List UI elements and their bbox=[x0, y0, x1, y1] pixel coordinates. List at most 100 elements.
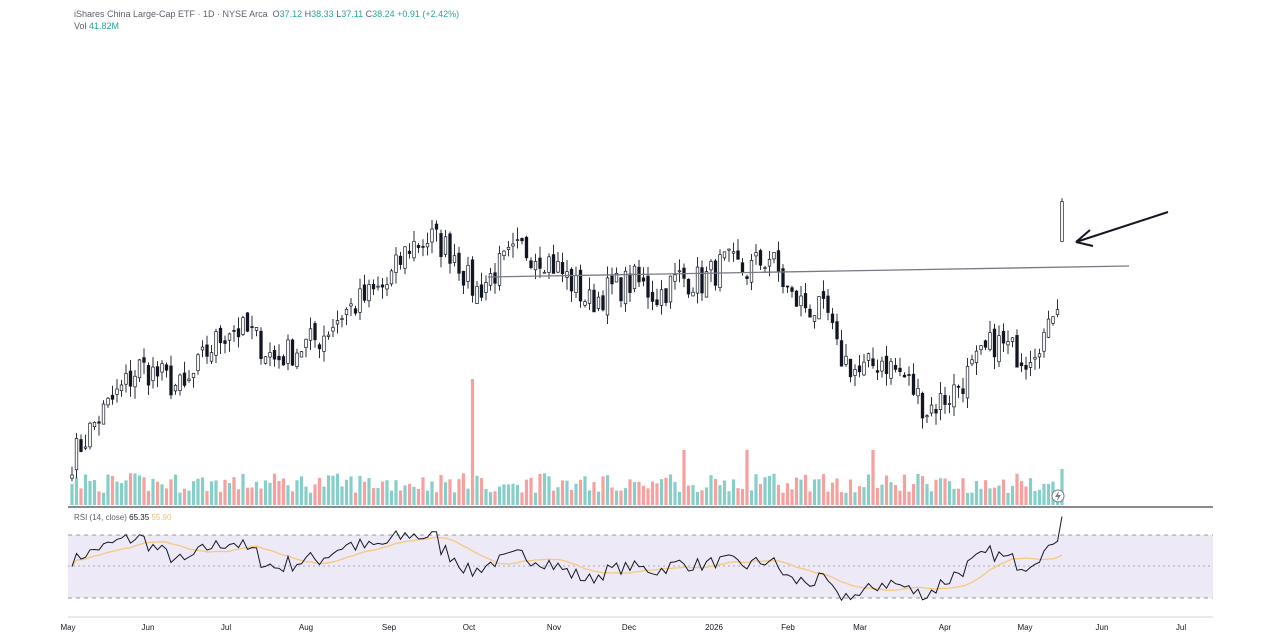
volume-bar bbox=[227, 482, 232, 505]
candle-body bbox=[745, 276, 749, 279]
volume-bar bbox=[70, 483, 74, 505]
bolt-icon[interactable] bbox=[1051, 489, 1065, 503]
candle-body bbox=[466, 264, 470, 282]
candle-body bbox=[92, 422, 97, 428]
volume-bar bbox=[511, 483, 515, 505]
volume-bar bbox=[191, 481, 196, 505]
candle-body bbox=[1024, 365, 1028, 370]
candle-body bbox=[556, 261, 560, 273]
volume-bar bbox=[911, 483, 916, 505]
volume-bar bbox=[205, 490, 209, 505]
candle-body bbox=[547, 256, 551, 273]
rsi-label[interactable]: RSI (14, close) bbox=[74, 513, 127, 522]
volume-bar bbox=[718, 485, 722, 505]
low-label: L bbox=[336, 9, 342, 19]
volume-bar bbox=[601, 476, 605, 505]
chart-frame bbox=[68, 0, 1213, 640]
symbol-title[interactable]: iShares China Large-Cap ETF · 1D · NYSE … bbox=[74, 9, 268, 19]
candle-body bbox=[443, 236, 448, 255]
candle-body bbox=[128, 370, 133, 387]
volume-bar bbox=[988, 488, 992, 505]
candle-body bbox=[875, 370, 880, 373]
candle-body bbox=[407, 250, 412, 254]
arrow-annotation-icon[interactable] bbox=[1075, 211, 1169, 247]
candle-body bbox=[763, 267, 767, 269]
volume-bar bbox=[425, 490, 430, 505]
candle-body bbox=[403, 246, 407, 269]
volume-line: Vol 41.82M bbox=[74, 20, 459, 32]
candle-body bbox=[380, 284, 385, 288]
volume-bar bbox=[259, 488, 263, 505]
volume-bar bbox=[1060, 469, 1064, 505]
candle-body bbox=[331, 327, 335, 332]
candle-body bbox=[272, 350, 277, 360]
candle-body bbox=[358, 288, 362, 313]
candle-body bbox=[313, 323, 317, 341]
volume-bar bbox=[155, 481, 160, 505]
volume-bar bbox=[740, 488, 745, 505]
volume-bar bbox=[254, 481, 259, 505]
volume-bar bbox=[974, 481, 979, 505]
volume-bar bbox=[637, 481, 641, 505]
candle-body bbox=[1042, 331, 1046, 352]
candle-body bbox=[394, 254, 398, 273]
candle-body bbox=[101, 403, 106, 425]
time-axis-label: 2026 bbox=[705, 623, 723, 632]
volume-bar bbox=[556, 487, 560, 505]
candle-body bbox=[259, 330, 263, 359]
volume-bar bbox=[569, 489, 574, 505]
volume-bar bbox=[502, 484, 506, 505]
volume-bar bbox=[380, 481, 385, 505]
candle-body bbox=[943, 394, 947, 405]
candle-body bbox=[569, 268, 574, 292]
candle-body bbox=[947, 403, 952, 405]
volume-bar bbox=[385, 480, 389, 505]
trendline[interactable] bbox=[487, 265, 1130, 278]
volume-bar bbox=[578, 479, 583, 505]
volume-bar bbox=[772, 473, 776, 505]
candle-body bbox=[146, 365, 151, 386]
volume-bar bbox=[776, 484, 781, 505]
volume-bar bbox=[614, 490, 619, 505]
volume-bar bbox=[466, 488, 470, 505]
volume-bar bbox=[551, 490, 556, 505]
candle-body bbox=[421, 246, 425, 248]
candle-body bbox=[583, 301, 587, 306]
candle-body bbox=[191, 372, 196, 378]
candle-body bbox=[803, 293, 808, 309]
time-axis-label: Feb bbox=[781, 623, 795, 632]
candle-body bbox=[839, 340, 844, 367]
volume-bar bbox=[821, 474, 826, 505]
volume-bar bbox=[277, 480, 281, 505]
candle-body bbox=[767, 258, 772, 267]
volume-bar bbox=[830, 482, 835, 505]
candle-body bbox=[362, 284, 367, 301]
volume-bar bbox=[704, 487, 709, 505]
candle-body bbox=[673, 274, 677, 282]
volume-bar bbox=[799, 479, 803, 505]
candle-body bbox=[160, 363, 164, 373]
volume-bar bbox=[389, 490, 394, 505]
candle-body bbox=[353, 308, 358, 314]
candle-body bbox=[389, 270, 394, 285]
close-label: C bbox=[365, 9, 373, 19]
time-axis-label: Aug bbox=[299, 623, 313, 632]
candle-body bbox=[119, 384, 124, 392]
candle-body bbox=[515, 239, 520, 242]
candle-body bbox=[551, 254, 556, 274]
candle-body bbox=[961, 388, 965, 394]
volume-bar bbox=[929, 491, 934, 505]
candle-body bbox=[335, 320, 340, 325]
candle-body bbox=[398, 255, 403, 265]
volume-bar bbox=[443, 482, 448, 505]
candle-body bbox=[916, 388, 920, 397]
volume-bar bbox=[1042, 483, 1046, 505]
volume-bar bbox=[673, 482, 677, 505]
candle-body bbox=[178, 374, 182, 391]
volume-bar bbox=[88, 480, 92, 505]
candle-body bbox=[632, 265, 637, 290]
volume-bar bbox=[565, 480, 569, 505]
candle-body bbox=[817, 296, 821, 320]
candle-body bbox=[263, 356, 268, 364]
